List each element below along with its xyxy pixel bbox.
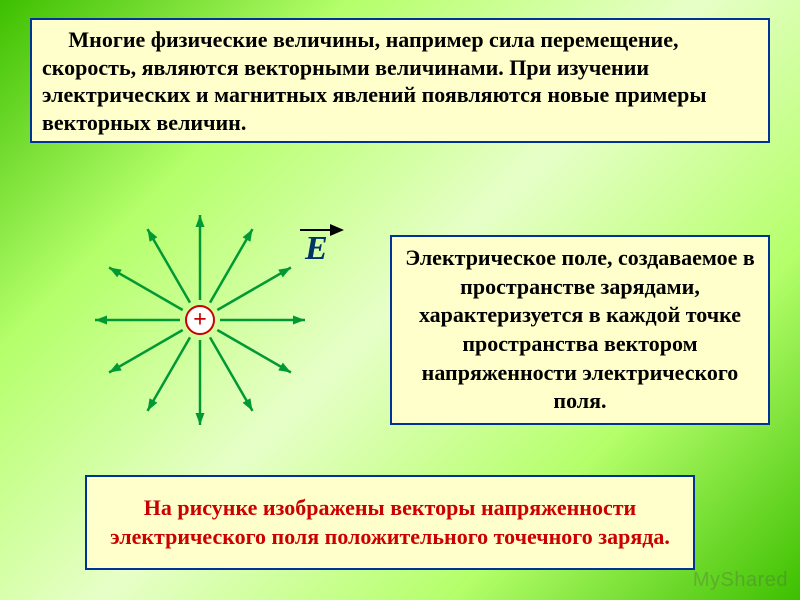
field-description-text: Электрическое поле, создаваемое в простр… [402,244,758,416]
intro-text: Многие физические величины, например сил… [42,27,707,135]
e-field-label: E [305,230,328,268]
field-description-box: Электрическое поле, создаваемое в простр… [390,235,770,425]
caption-text: На рисунке изображены векторы напряженно… [97,494,683,551]
intro-text-box: Многие физические величины, например сил… [30,18,770,143]
slide-page: Многие физические величины, например сил… [0,0,800,600]
positive-charge-icon: + [185,305,215,335]
watermark-text: MyShared [693,569,788,592]
caption-box: На рисунке изображены векторы напряженно… [85,475,695,570]
field-diagram: + E [40,170,360,470]
